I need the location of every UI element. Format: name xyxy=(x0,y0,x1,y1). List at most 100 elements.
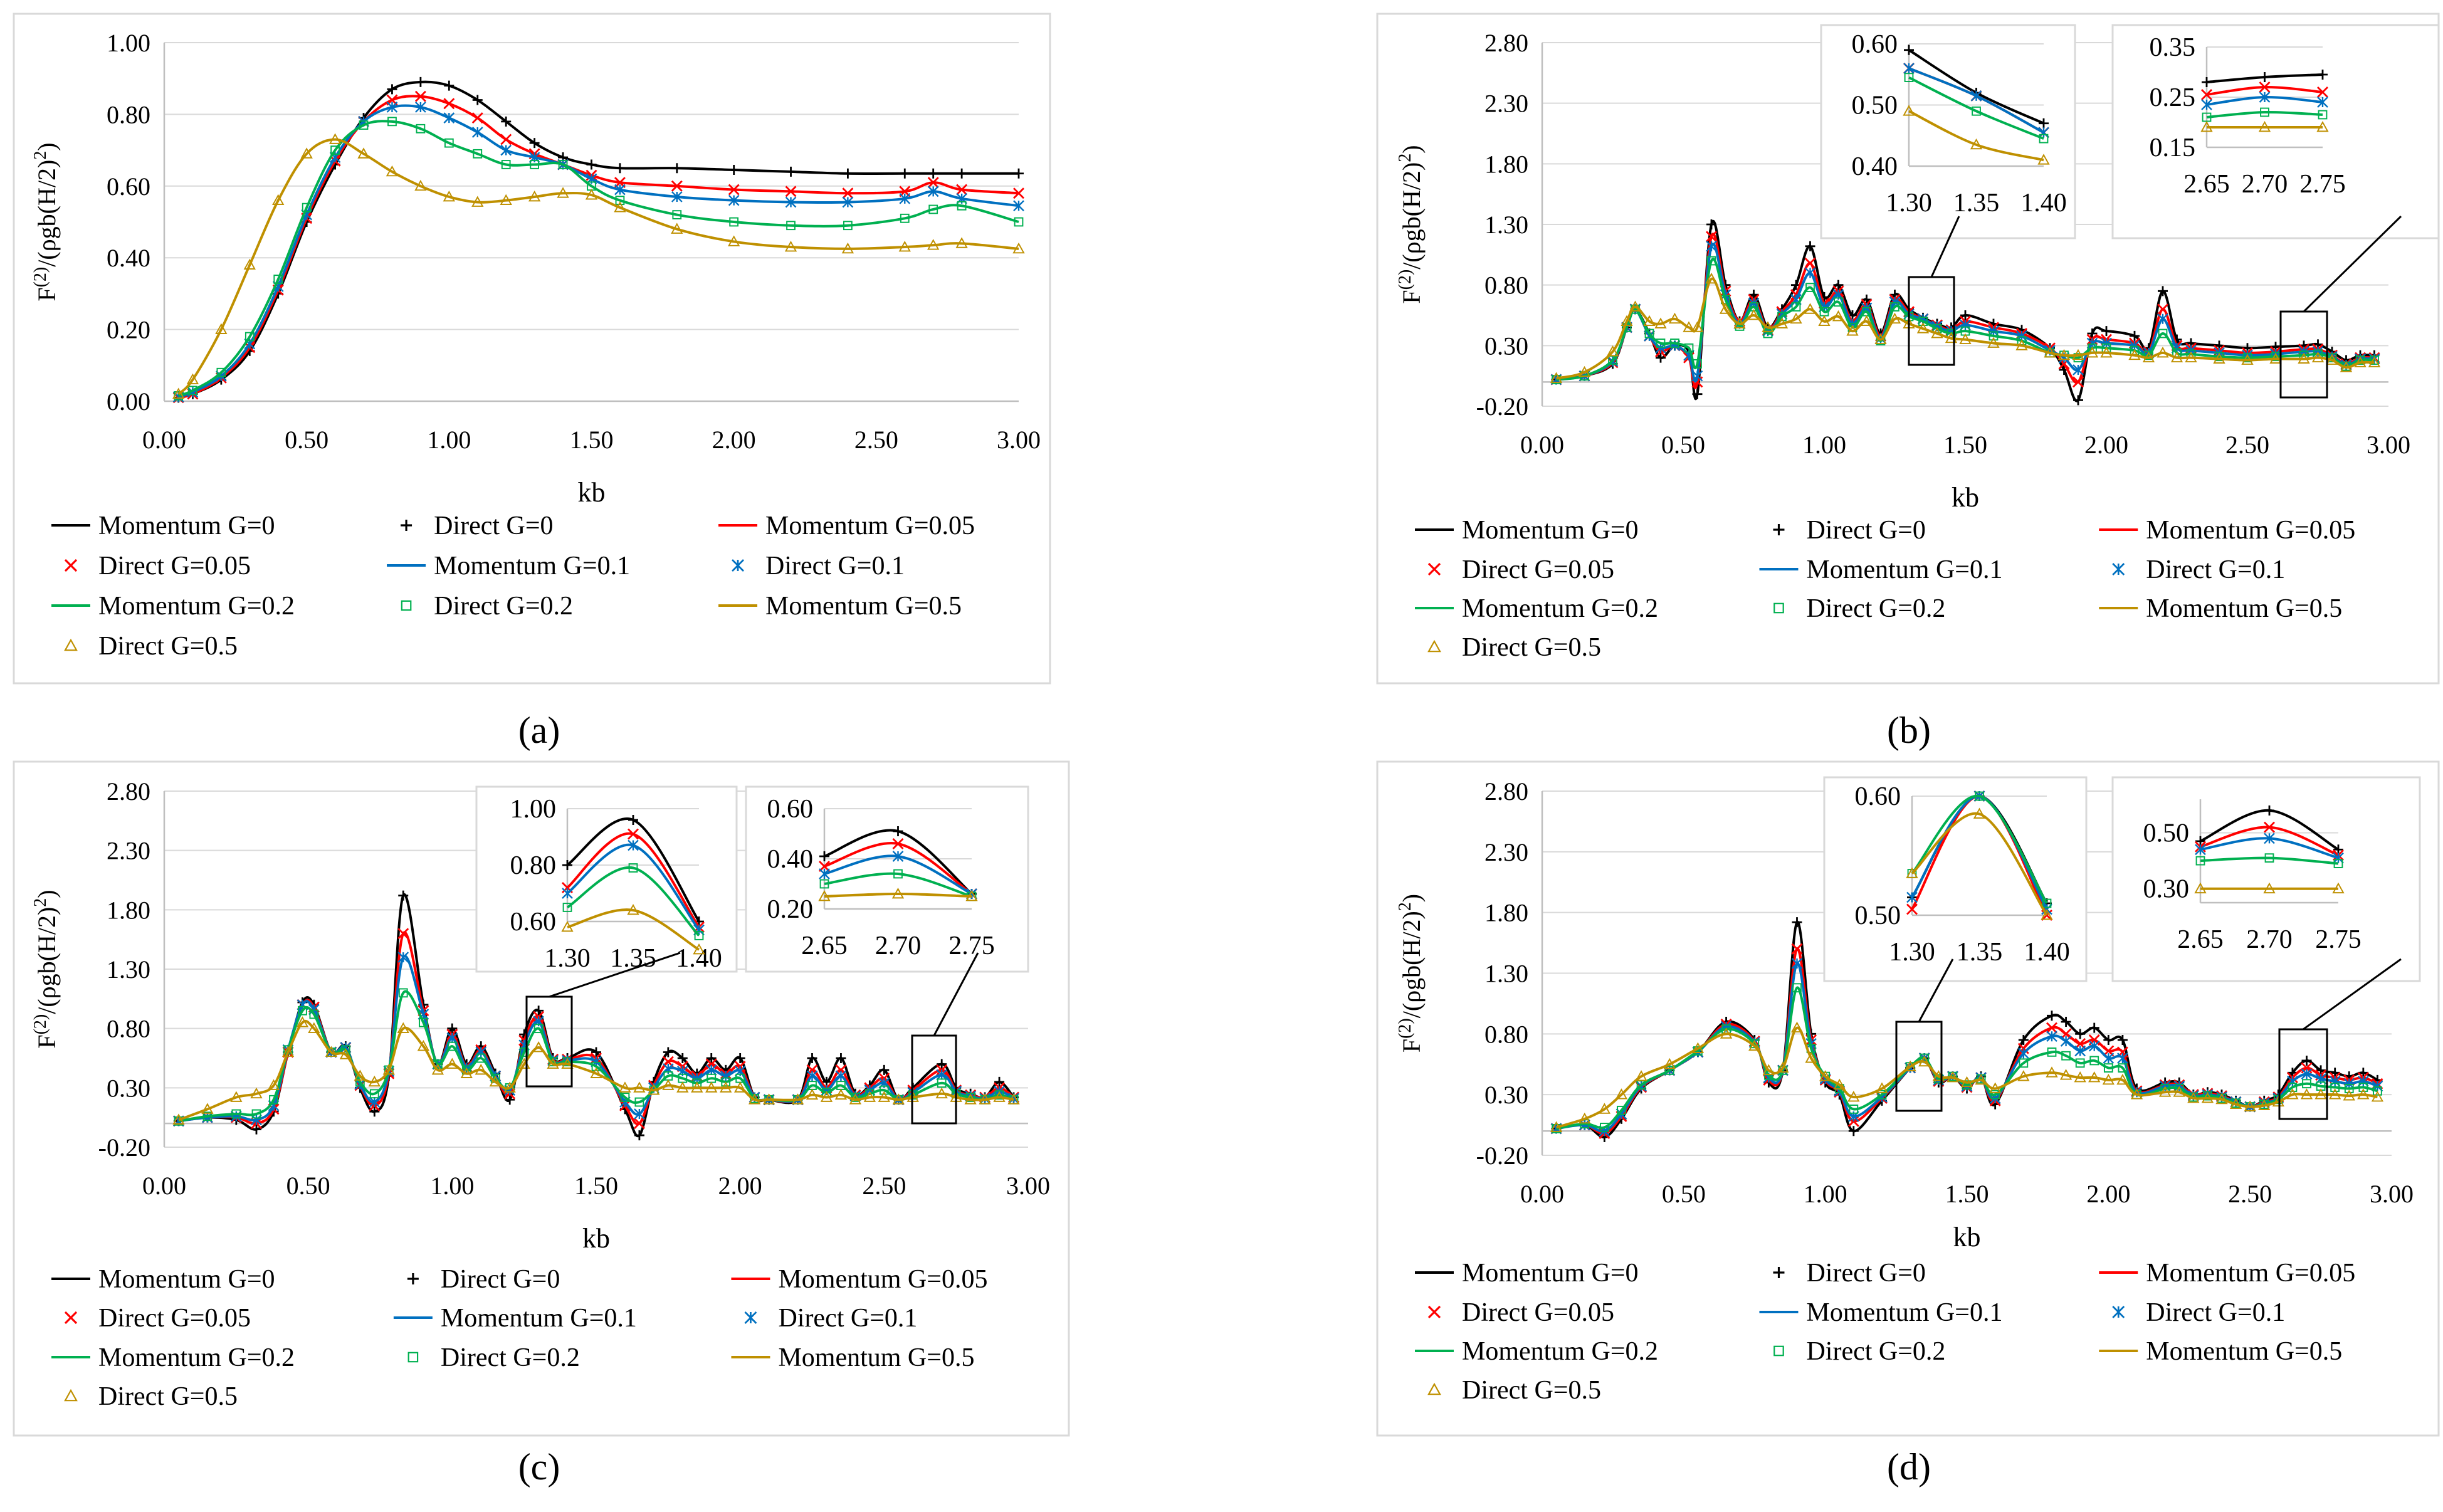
star-marker xyxy=(1970,90,1982,102)
data-point xyxy=(705,1064,717,1076)
data-point xyxy=(2318,110,2328,120)
data-point xyxy=(1970,90,1982,102)
triangle-marker xyxy=(2173,1086,2185,1097)
data-point xyxy=(64,1389,78,1402)
plus-marker xyxy=(2316,1065,2326,1076)
data-point xyxy=(2100,346,2113,358)
data-point xyxy=(447,1023,458,1034)
legend-label: Momentum G=0.1 xyxy=(1806,1298,2002,1327)
data-point xyxy=(728,165,739,176)
square-marker xyxy=(273,275,283,284)
square-marker xyxy=(672,210,682,219)
data-point xyxy=(1644,328,1654,339)
plus-marker xyxy=(893,826,903,836)
series-line xyxy=(178,104,1019,399)
star-marker xyxy=(1903,63,1915,74)
plus-marker xyxy=(505,1095,515,1105)
legend-label: Momentum G=0 xyxy=(1462,516,1639,545)
zoom-box xyxy=(525,995,573,1088)
plus-marker xyxy=(369,1106,380,1117)
y-tick-label: -0.20 xyxy=(98,1133,150,1162)
triangle-marker xyxy=(1973,807,1986,819)
triangle-marker xyxy=(243,258,256,270)
inset-x-tick-label: 2.75 xyxy=(2299,170,2346,199)
data-point xyxy=(2017,1070,2030,1081)
data-point xyxy=(2046,1031,2057,1042)
star-marker xyxy=(562,888,573,899)
data-point xyxy=(1906,891,1918,903)
square-marker xyxy=(530,160,540,169)
triangle-marker xyxy=(2074,1071,2086,1083)
data-point xyxy=(2059,1069,2073,1080)
data-point xyxy=(386,102,398,113)
data-point xyxy=(1550,1121,1563,1132)
data-point xyxy=(532,1041,545,1053)
data-point xyxy=(898,241,911,252)
triangle-marker xyxy=(1790,312,1802,324)
star-marker xyxy=(386,102,398,113)
data-point xyxy=(359,120,369,130)
triangle-marker xyxy=(300,147,313,159)
data-point xyxy=(994,1076,1005,1087)
data-point xyxy=(387,84,397,95)
data-point xyxy=(64,559,78,572)
legend-item: Direct G=0.5 xyxy=(64,632,238,661)
legend-label: Momentum G=0.05 xyxy=(765,512,975,540)
plus-marker xyxy=(2318,70,2328,80)
star-marker xyxy=(671,191,683,202)
data-point xyxy=(677,1053,688,1063)
legend-label: Direct G=0.2 xyxy=(1806,1337,1945,1366)
triangle-marker xyxy=(64,638,78,651)
data-point xyxy=(1775,317,1789,328)
data-point xyxy=(2116,1073,2129,1085)
plus-marker xyxy=(819,851,829,861)
legend-item: Momentum G=0.5 xyxy=(731,1343,974,1372)
plus-marker xyxy=(444,80,454,91)
star-marker xyxy=(2195,844,2206,856)
star-marker xyxy=(1706,240,1717,252)
x-marker xyxy=(956,184,968,196)
inset-y-tick-label: 0.50 xyxy=(2143,819,2190,848)
triangle-marker xyxy=(2343,1089,2355,1101)
data-point xyxy=(994,1090,1004,1100)
data-point xyxy=(2117,1035,2128,1046)
data-point xyxy=(744,1311,757,1324)
plus-marker xyxy=(994,1076,1005,1087)
data-point xyxy=(397,1022,409,1034)
data-point xyxy=(308,1022,320,1034)
triangle-marker xyxy=(2116,1073,2129,1085)
plus-marker xyxy=(2047,1011,2057,1021)
data-point xyxy=(302,202,312,213)
data-point xyxy=(562,903,572,912)
star-marker xyxy=(819,868,830,879)
data-point xyxy=(2201,99,2212,110)
legend-label: Momentum G=0.2 xyxy=(98,592,295,621)
legend-label: Direct G=0.5 xyxy=(1462,1376,1601,1405)
data-point xyxy=(2089,1022,2099,1033)
triangle-marker xyxy=(368,1075,381,1087)
legend-item: Direct G=0.5 xyxy=(64,1382,238,1411)
data-point xyxy=(2060,1036,2072,1047)
data-point xyxy=(2213,352,2225,364)
data-point xyxy=(1705,272,1718,284)
data-point xyxy=(1987,337,2000,348)
x-marker xyxy=(2046,1022,2057,1034)
data-point xyxy=(927,177,939,189)
y-axis-title-part: (2) xyxy=(31,1014,50,1035)
chart-panel: -0.20 0.30 0.80 1.30 1.80 2.30 2.80 0.00 0.50 1.0… xyxy=(1376,13,2440,751)
data-point xyxy=(416,123,426,134)
x-tick-label: 1.00 xyxy=(430,1172,474,1200)
data-point xyxy=(1427,1305,1441,1319)
triangle-marker xyxy=(935,1087,948,1099)
inset-y-tick-label: 0.50 xyxy=(1855,901,1901,930)
triangle-marker xyxy=(648,1084,660,1095)
data-point xyxy=(2112,563,2125,575)
x-marker xyxy=(1706,231,1717,243)
legend-item: Direct G=0.2 xyxy=(407,1343,580,1372)
data-point xyxy=(2202,77,2212,87)
plus-marker xyxy=(634,1130,644,1141)
plus-marker xyxy=(251,1124,261,1135)
data-point xyxy=(627,903,639,915)
legend-item: Momentum G=0.05 xyxy=(718,512,975,540)
square-marker xyxy=(216,367,226,377)
